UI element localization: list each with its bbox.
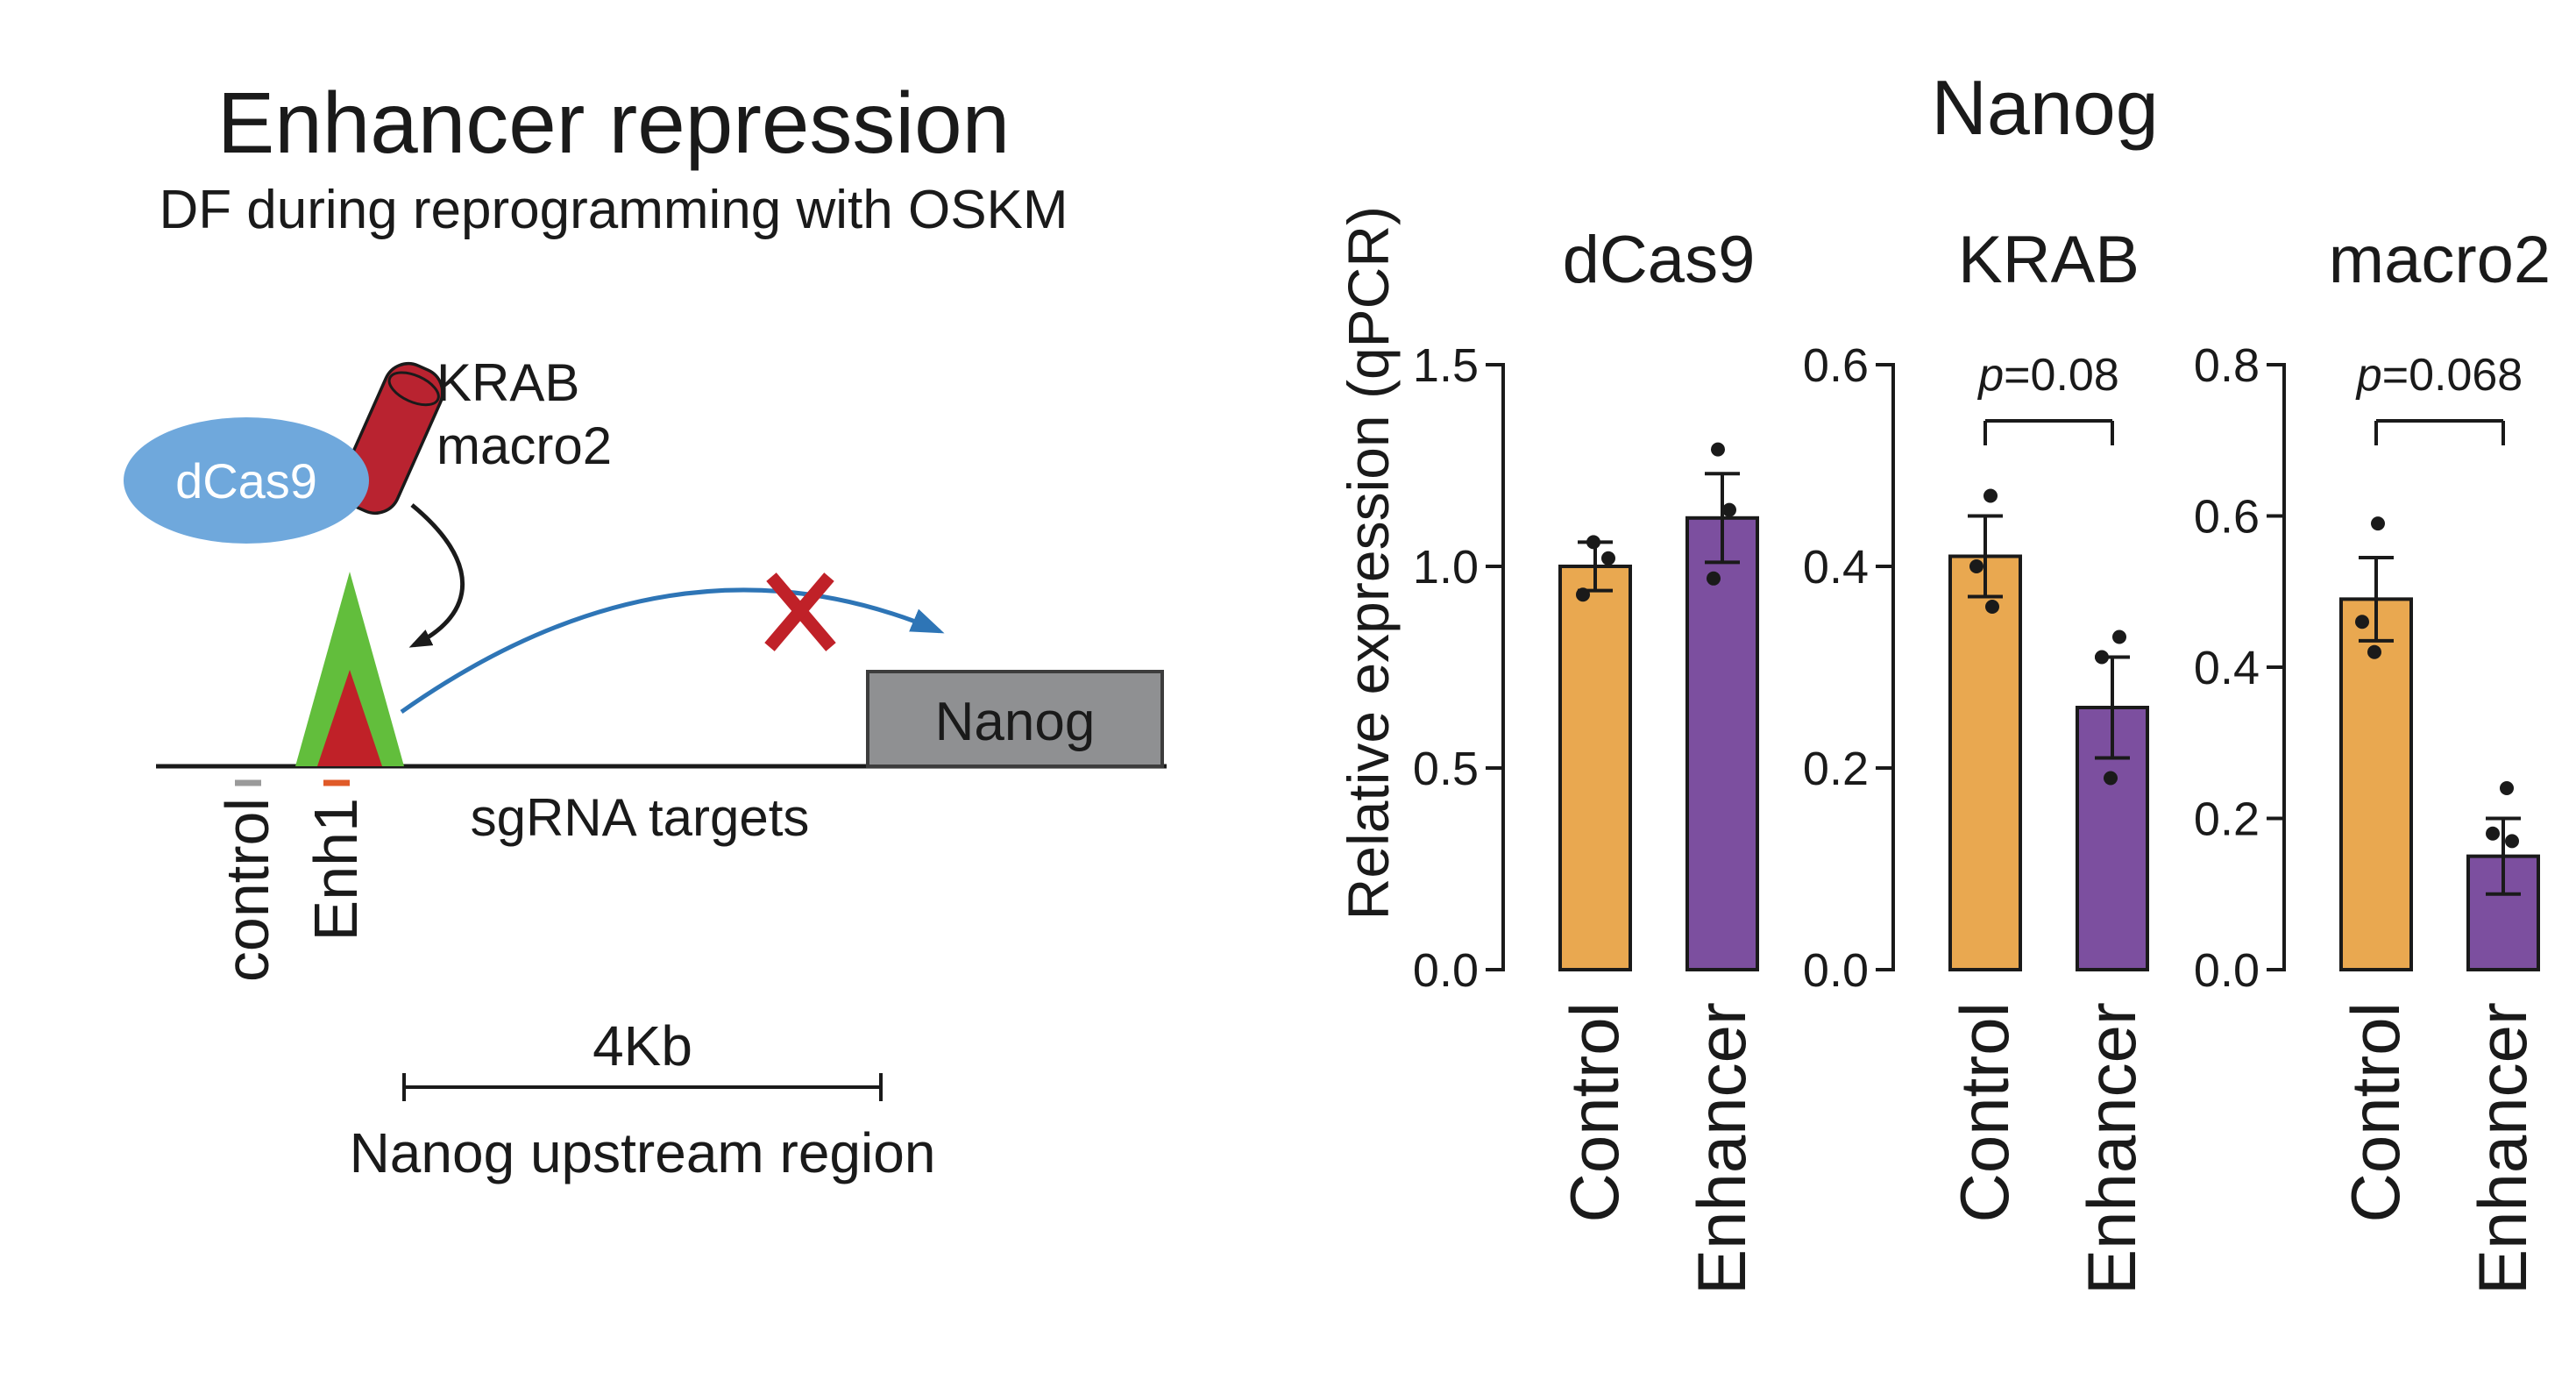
p-value-label: p=0.08 [1976,350,2119,401]
data-point [1969,559,1983,573]
y-tick-label: 0.2 [2194,793,2260,846]
y-tick-label: 0.4 [1803,541,1869,594]
data-point [1985,600,1999,614]
scale-bar [402,1073,883,1101]
diagram-subtitle: DF during reprogramming with OSKM [159,180,1068,240]
chart-subtitle: dCas9 [1563,223,1756,297]
data-point [1586,535,1600,550]
data-point [2104,771,2118,786]
scale-bar-label: 4Kb [593,1014,692,1078]
effector-label-krab: KRAB [436,353,580,412]
bar-enhancer [1685,516,1759,971]
figure-title: Nanog [1931,64,2159,151]
x-category-label: Enhancer [2464,1002,2541,1295]
diagram-title: Enhancer repression [216,75,1011,171]
track-label-enh1: Enh1 [302,798,370,942]
data-point [2500,781,2514,795]
data-point [2367,644,2381,659]
sgrna-targets-label: sgRNA targets [470,788,810,847]
data-point [2095,650,2109,665]
y-tick-label: 0.0 [2194,944,2260,997]
p-value-label: p=0.068 [2355,350,2523,401]
x-category-label: Control [1556,1002,1633,1222]
chart-svg: macro2 0.0 0.2 0.4 0.6 0.8 Control Enhancer p=0.… [2194,223,2551,1295]
chart-svg: KRAB 0.0 0.2 0.4 0.6 Control Enhancer p=0.08 [1803,223,2150,1295]
recruitment-arrow-icon [408,503,465,648]
bar-control [1948,554,2022,971]
enhancer-to-gene-arrow-icon [400,587,945,715]
y-tick-label: 0.8 [2194,339,2260,392]
data-point [2371,516,2385,531]
chart-svg: dCas9 0.0 0.5 1.0 1.5 Control Enhancer [1413,223,1760,1295]
chart-macro2: macro2 0.0 0.2 0.4 0.6 0.8 Control Enhancer p=0.… [2179,202,2576,1350]
y-tick-label: 0.6 [1803,339,1869,392]
dcas9-ellipse-icon [124,417,369,544]
y-tick-label: 0.2 [1803,743,1869,795]
gene-box [866,670,1164,768]
diagram-graphic [124,361,1167,1101]
effector-cylinder-cap [387,371,440,407]
x-category-label: Control [2337,1002,2414,1222]
y-tick-label: 0.4 [2194,642,2260,694]
y-tick-label: 0.0 [1413,944,1479,997]
effector-label-macro2: macro2 [436,416,613,475]
track-label-control: control [213,798,281,983]
y-tick-label: 0.5 [1413,743,1479,795]
data-point [1707,571,1721,586]
y-tick-label: 1.5 [1413,339,1479,392]
data-point [2112,629,2126,644]
dcas9-label: dCas9 [175,453,317,509]
cross-stroke-2 [764,573,834,651]
enhancer-triangle-icon [295,572,404,766]
region-label: Nanog upstream region [349,1121,936,1184]
data-point [1722,502,1736,517]
x-category-label: Enhancer [2073,1002,2150,1295]
data-point [1576,587,1590,602]
y-tick-label: 1.0 [1413,541,1479,594]
y-axis-label: Relative expression (qPCR) [1336,206,1401,921]
bar-control [1558,565,1632,971]
chart-subtitle: KRAB [1958,223,2140,297]
data-point [2355,615,2369,629]
data-point [2505,834,2519,849]
chart-dcas9: dCas9 0.0 0.5 1.0 1.5 Control Enhancer [1398,202,1797,1350]
chart-subtitle: macro2 [2329,223,2551,297]
data-point [1601,551,1615,565]
x-category-label: Control [1946,1002,2023,1222]
x-category-label: Enhancer [1683,1002,1760,1295]
data-point [1711,442,1725,457]
chart-krab: KRAB 0.0 0.2 0.4 0.6 Control Enhancer p=0.08 [1788,202,2187,1350]
target-triangle-icon [317,670,382,766]
bar-control [2339,597,2413,971]
gene-box-label: Nanog [934,692,1096,752]
y-tick-label: 0.0 [1803,944,1869,997]
data-point [2486,826,2500,841]
data-point [1983,488,1998,503]
y-tick-label: 0.6 [2194,491,2260,544]
blocked-cross-icon [764,573,836,651]
